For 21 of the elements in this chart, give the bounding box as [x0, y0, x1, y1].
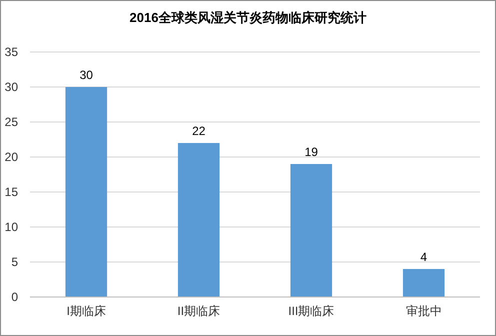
bar: [402, 269, 445, 297]
y-tick-label: 25: [4, 115, 18, 130]
x-tick-label: II期临床: [177, 304, 220, 318]
x-tick-label: 审批中: [406, 304, 442, 318]
y-tick-label: 30: [4, 80, 18, 94]
x-tick-label: I期临床: [66, 304, 106, 318]
bar: [65, 87, 108, 297]
data-label: 22: [192, 124, 206, 138]
data-label: 19: [304, 145, 318, 159]
data-label: 4: [420, 250, 428, 264]
data-label: 30: [80, 68, 94, 82]
chart-title: 2016全球类风湿关节炎药物临床研究统计: [130, 10, 366, 25]
y-tick-label: 5: [11, 255, 18, 270]
y-tick-label: 20: [4, 150, 18, 164]
y-tick-label: 0: [11, 290, 18, 304]
y-tick-label: 35: [4, 45, 18, 60]
y-tick-label: 10: [4, 220, 18, 234]
x-tick-label: III期临床: [288, 304, 334, 318]
bar: [290, 164, 332, 297]
y-tick-label: 15: [4, 185, 18, 200]
bar: [178, 143, 220, 297]
